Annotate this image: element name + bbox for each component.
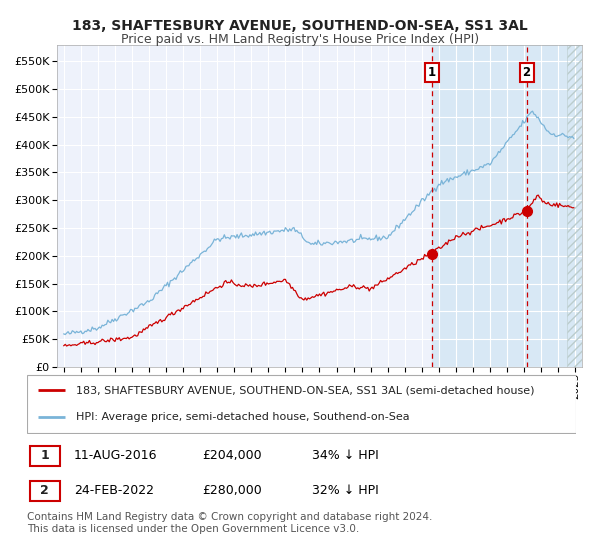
FancyBboxPatch shape [30,446,60,466]
Text: 11-AUG-2016: 11-AUG-2016 [74,449,157,462]
Text: HPI: Average price, semi-detached house, Southend-on-Sea: HPI: Average price, semi-detached house,… [76,412,410,422]
Bar [432,45,584,367]
Text: 183, SHAFTESBURY AVENUE, SOUTHEND-ON-SEA, SS1 3AL: 183, SHAFTESBURY AVENUE, SOUTHEND-ON-SEA… [72,18,528,32]
Text: 32% ↓ HPI: 32% ↓ HPI [313,484,379,497]
Text: Contains HM Land Registry data © Crown copyright and database right 2024.
This d: Contains HM Land Registry data © Crown c… [27,512,433,534]
Text: 34% ↓ HPI: 34% ↓ HPI [313,449,379,462]
Text: 183, SHAFTESBURY AVENUE, SOUTHEND-ON-SEA, SS1 3AL (semi-detached house): 183, SHAFTESBURY AVENUE, SOUTHEND-ON-SEA… [76,385,535,395]
Text: £280,000: £280,000 [203,484,262,497]
Text: 2: 2 [523,66,530,78]
Text: Price paid vs. HM Land Registry's House Price Index (HPI): Price paid vs. HM Land Registry's House … [121,32,479,46]
FancyBboxPatch shape [27,375,576,433]
Text: 1: 1 [40,449,49,462]
Text: £204,000: £204,000 [203,449,262,462]
Text: 2: 2 [40,484,49,497]
Text: 24-FEB-2022: 24-FEB-2022 [74,484,154,497]
Text: 1: 1 [428,66,436,78]
FancyBboxPatch shape [30,480,60,501]
